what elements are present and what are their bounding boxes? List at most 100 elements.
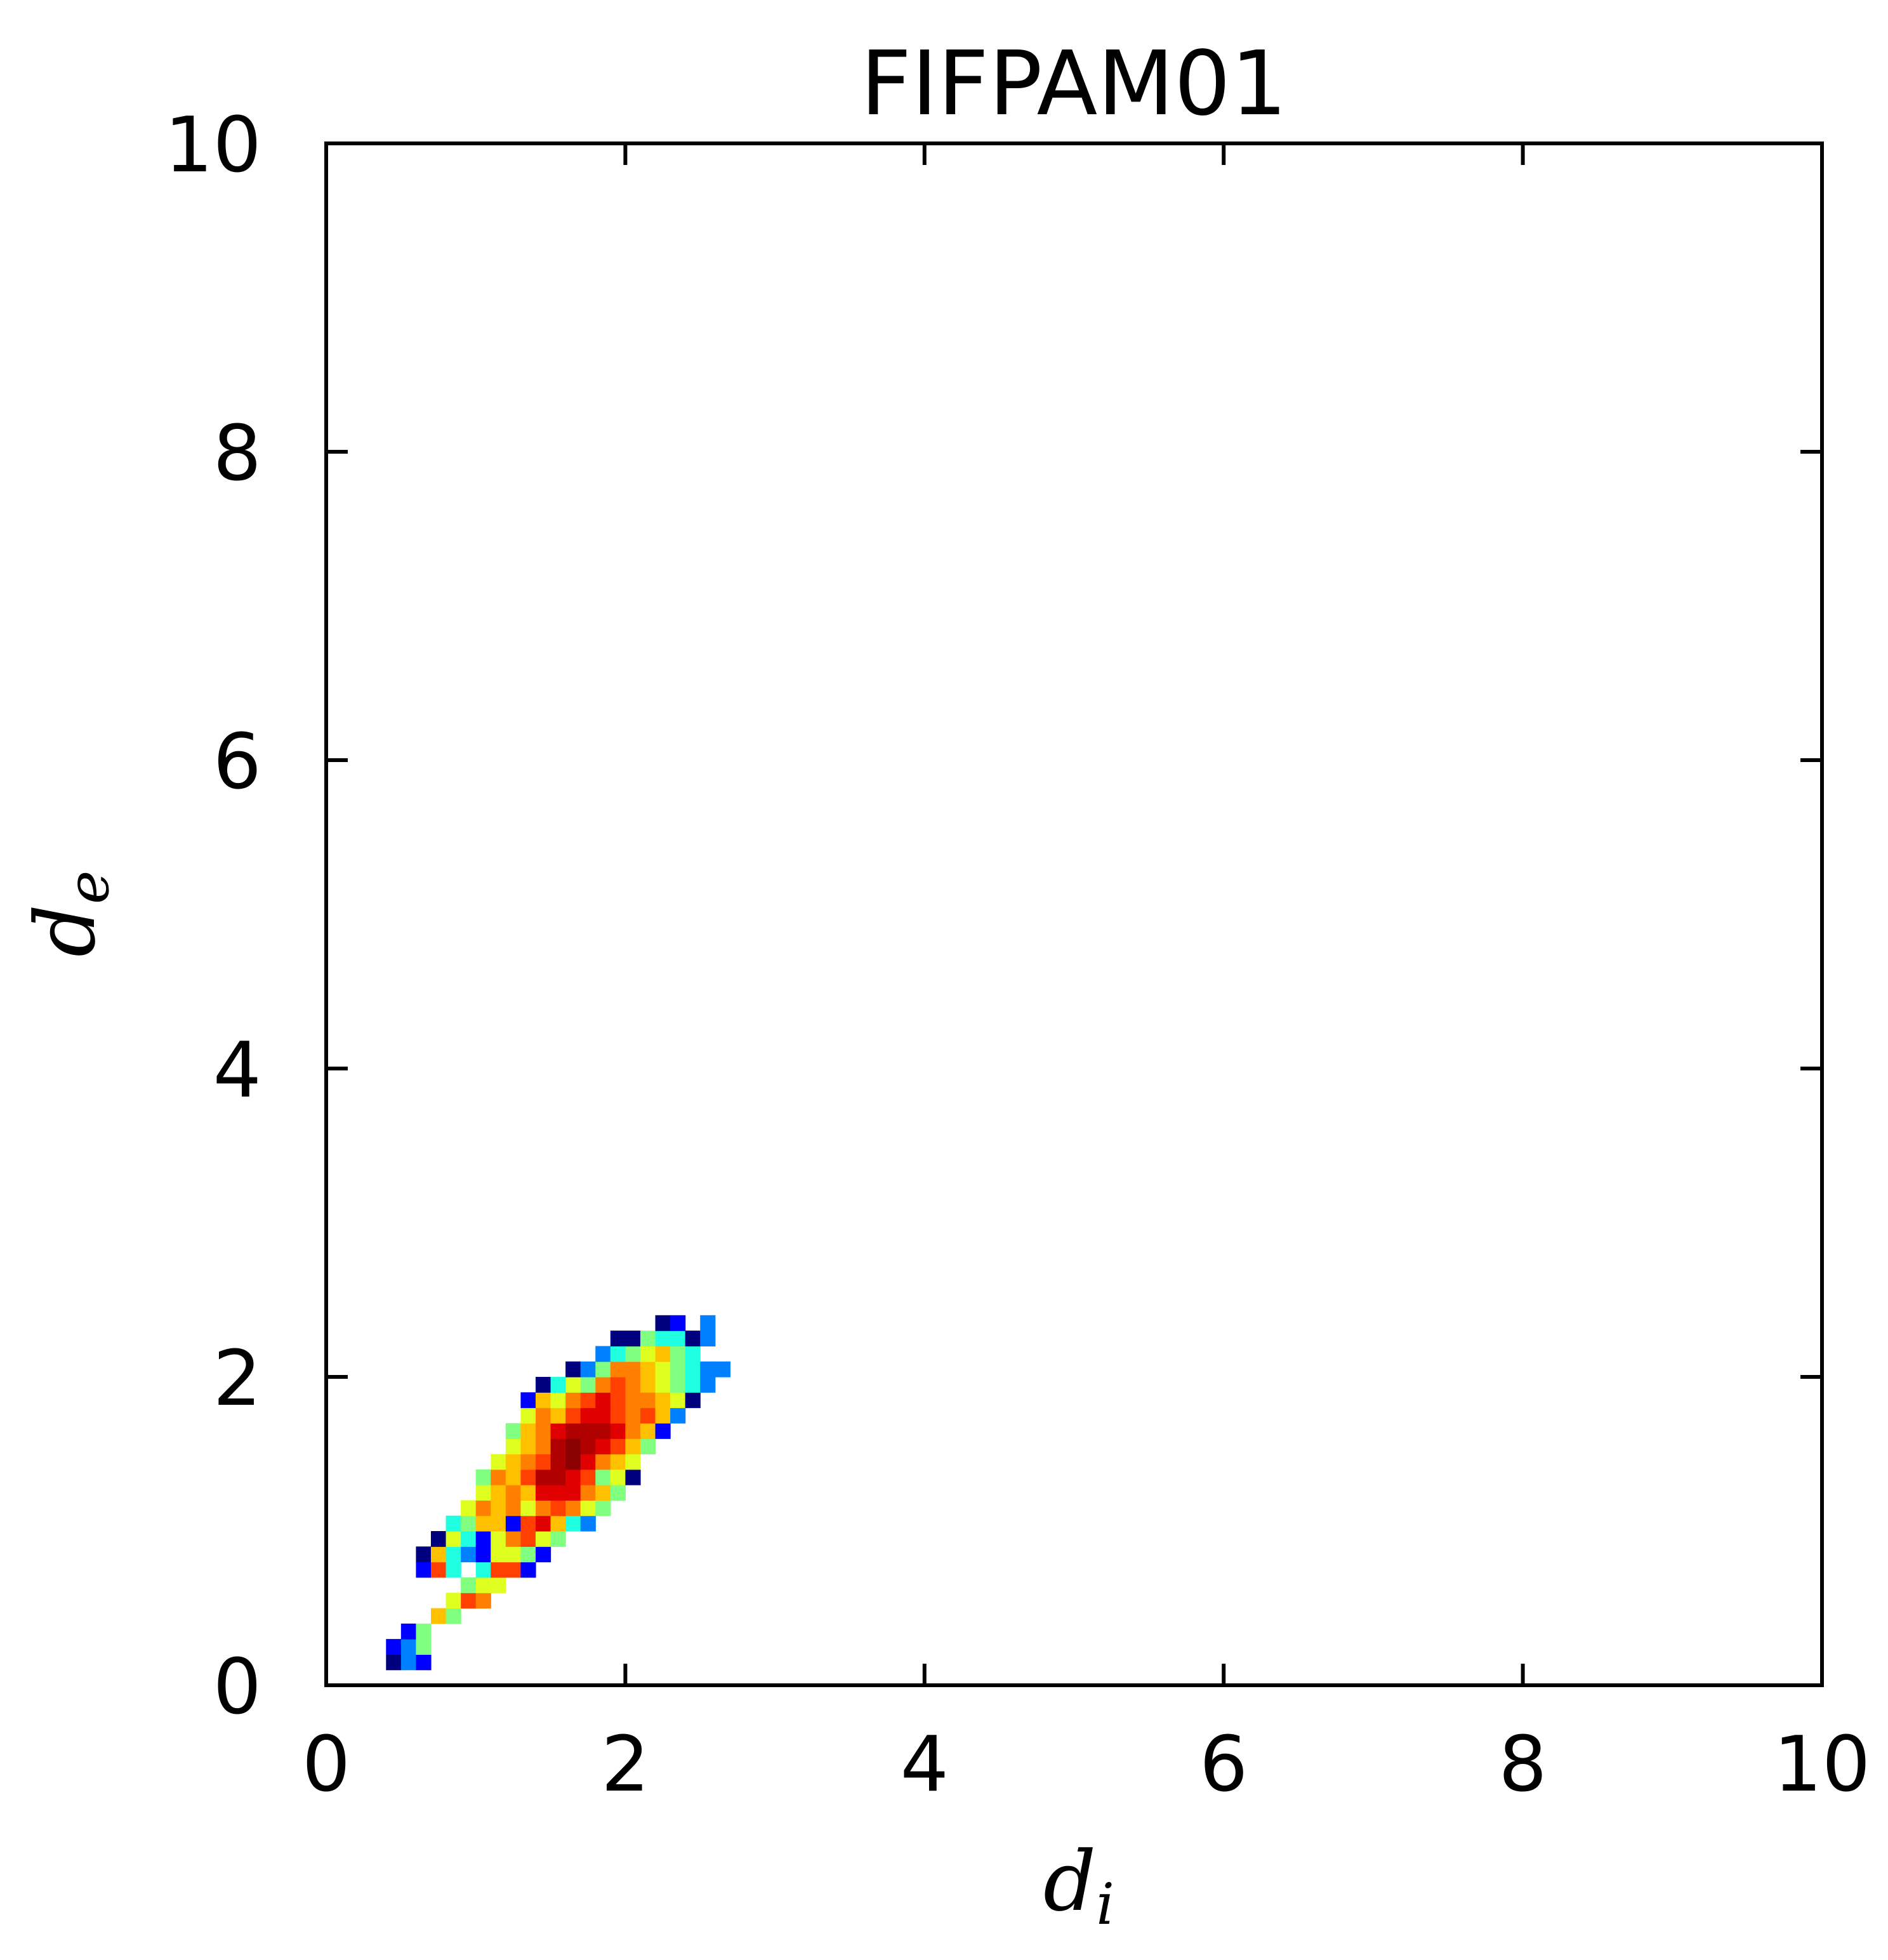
heatmap-cell — [565, 1392, 581, 1409]
heatmap-cell — [491, 1577, 506, 1593]
heatmap-cell — [610, 1469, 626, 1485]
heatmap-cell — [640, 1423, 656, 1439]
heatmap-cell — [535, 1377, 551, 1393]
heatmap-cell — [505, 1423, 522, 1439]
heatmap-cell — [640, 1361, 656, 1378]
heatmap-cell — [625, 1346, 641, 1362]
y-tick-label: 4 — [213, 1027, 261, 1115]
heatmap-cell — [670, 1392, 686, 1409]
heatmap-cell — [446, 1608, 461, 1624]
heatmap-cell — [550, 1469, 566, 1485]
heatmap-cell — [625, 1331, 641, 1346]
heatmap-cell — [505, 1485, 522, 1501]
heatmap-cell — [610, 1377, 626, 1393]
heatmap-cell — [550, 1438, 566, 1455]
heatmap-cell — [400, 1623, 417, 1640]
heatmap-cell — [580, 1392, 596, 1409]
heatmap-cell — [595, 1485, 611, 1501]
heatmap-cell — [595, 1500, 611, 1516]
heatmap-cell — [416, 1546, 432, 1563]
heatmap-cell — [565, 1423, 581, 1439]
x-tick-label: 0 — [302, 1721, 350, 1809]
heatmap-cell — [640, 1346, 656, 1362]
heatmap-cell — [475, 1515, 491, 1532]
heatmap-cell — [461, 1531, 477, 1547]
heatmap-cell — [610, 1423, 626, 1439]
heatmap-cell — [550, 1377, 566, 1393]
heatmap-cell — [535, 1423, 551, 1439]
heatmap-cell — [670, 1346, 686, 1362]
heatmap-cell — [446, 1593, 461, 1609]
heatmap-cell — [625, 1438, 641, 1455]
heatmap-cell — [491, 1515, 506, 1532]
heatmap-cell — [475, 1577, 491, 1593]
heatmap-cell — [700, 1377, 716, 1393]
heatmap-cell — [670, 1407, 686, 1424]
heatmap-cell — [416, 1623, 432, 1640]
heatmap-cell — [640, 1438, 656, 1455]
heatmap-cell — [505, 1454, 522, 1470]
heatmap-cell — [416, 1639, 432, 1655]
heatmap-cell — [386, 1654, 402, 1671]
x-tick-label: 6 — [1199, 1721, 1248, 1809]
heatmap-cell — [520, 1392, 536, 1409]
heatmap-cell — [625, 1469, 641, 1485]
heatmap-cell — [520, 1454, 536, 1470]
heatmap-cell — [640, 1407, 656, 1424]
heatmap-cell — [535, 1515, 551, 1532]
heatmap-cell — [520, 1531, 536, 1547]
heatmap-cell — [565, 1454, 581, 1470]
x-axis-label-main: d — [1043, 1833, 1096, 1930]
heatmap-cell — [625, 1407, 641, 1424]
heatmap-cell — [565, 1377, 581, 1393]
y-tick-label: 2 — [213, 1335, 261, 1423]
heatmap-cell — [685, 1377, 701, 1393]
x-tick-label: 10 — [1774, 1721, 1871, 1809]
heatmap-cell — [446, 1515, 461, 1532]
heatmap-cell — [595, 1469, 611, 1485]
heatmap-cell — [520, 1485, 536, 1501]
heatmap-cell — [491, 1500, 506, 1516]
heatmap-cell — [475, 1500, 491, 1516]
heatmap-cell — [550, 1531, 566, 1547]
heatmap-cell — [535, 1407, 551, 1424]
heatmap-cell — [595, 1346, 611, 1362]
y-tick-label: 8 — [213, 410, 261, 498]
heatmap-cell — [610, 1485, 626, 1501]
heatmap-cell — [640, 1392, 656, 1409]
axis-ticks: 0 2 4 6 8 10 0 2 4 6 8 10 — [164, 102, 1870, 1809]
heatmap-cell — [491, 1485, 506, 1501]
heatmap-cell — [610, 1407, 626, 1424]
heatmap-cell — [655, 1331, 671, 1346]
heatmap-cell — [430, 1562, 447, 1578]
x-tick-label: 2 — [601, 1721, 649, 1809]
heatmap-cell — [610, 1392, 626, 1409]
heatmap-cell — [475, 1546, 491, 1563]
heatmap-cells — [386, 1315, 730, 1671]
y-tick-label: 6 — [213, 718, 261, 806]
heatmap-cell — [580, 1469, 596, 1485]
heatmap-cell — [700, 1331, 716, 1346]
heatmap-cell — [520, 1562, 536, 1578]
heatmap-cell — [580, 1377, 596, 1393]
x-tick-label: 8 — [1498, 1721, 1547, 1809]
heatmap-cell — [565, 1485, 581, 1501]
heatmap-cell — [670, 1377, 686, 1393]
heatmap-cell — [670, 1315, 686, 1331]
heatmap-cell — [461, 1577, 477, 1593]
heatmap-cell — [535, 1500, 551, 1516]
heatmap-cell — [625, 1454, 641, 1470]
heatmap-cell — [461, 1593, 477, 1609]
heatmap-cell — [505, 1546, 522, 1563]
heatmap-cell — [535, 1469, 551, 1485]
heatmap-cell — [655, 1377, 671, 1393]
heatmap-cell — [446, 1546, 461, 1563]
heatmap-cell — [580, 1407, 596, 1424]
heatmap-cell — [475, 1593, 491, 1609]
heatmap-cell — [670, 1331, 686, 1346]
heatmap-cell — [430, 1608, 447, 1624]
heatmap-cell — [655, 1361, 671, 1378]
heatmap-cell — [505, 1469, 522, 1485]
